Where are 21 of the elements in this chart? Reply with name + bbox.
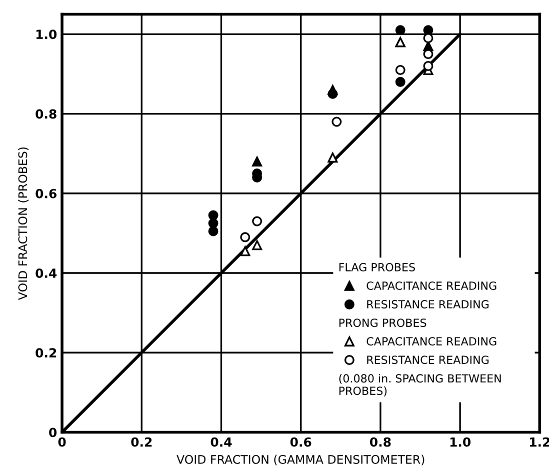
y-tick-label: 0.4	[36, 268, 57, 278]
x-tick-label: 0.2	[131, 437, 152, 447]
annotation: PRONG PROBES	[339, 318, 426, 327]
legend-label: RESISTANCE READING	[367, 300, 489, 308]
x-tick-label: 1.0	[450, 437, 471, 447]
x-tick-label: 0.6	[290, 437, 312, 447]
x-tick-label: 0.4	[210, 437, 232, 447]
y-axis-title: VOID FRACTION (PROBES)	[18, 147, 29, 300]
x-tick-label: 0.8	[370, 437, 391, 447]
legend-label: CAPACITANCE READING	[366, 337, 496, 346]
annotation: FLAG PROBES	[339, 262, 415, 272]
y-tick-label: 1.0	[36, 30, 57, 40]
x-tick-label: 0	[58, 437, 66, 447]
y-tick-label: 0.2	[36, 348, 56, 358]
legend-label: CAPACITANCE READING	[366, 282, 496, 290]
legend-label: RESISTANCE READING	[367, 356, 489, 364]
y-tick-label: 0.6	[36, 188, 57, 198]
annotation: (0.080 in. SPACING BETWEEN PROBES)	[339, 374, 501, 396]
x-axis-title: VOID FRACTION (GAMMA DENSITOMETER)	[176, 454, 424, 466]
y-tick-label: 0	[49, 428, 57, 438]
y-tick-label: 0.8	[36, 109, 56, 119]
